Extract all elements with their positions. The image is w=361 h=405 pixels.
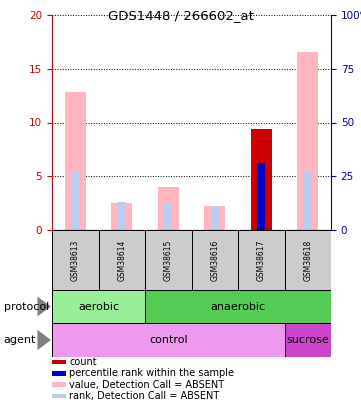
- Bar: [257, 163, 265, 230]
- Text: percentile rank within the sample: percentile rank within the sample: [69, 368, 234, 378]
- Text: GSM38614: GSM38614: [117, 239, 126, 281]
- Bar: [238, 230, 284, 290]
- Text: count: count: [69, 357, 97, 367]
- Bar: [52, 290, 145, 323]
- Bar: [111, 203, 132, 230]
- Bar: [284, 323, 331, 357]
- Text: aerobic: aerobic: [78, 301, 119, 311]
- Bar: [210, 207, 219, 230]
- Bar: [304, 172, 312, 230]
- Text: agent: agent: [4, 335, 36, 345]
- Polygon shape: [38, 296, 51, 316]
- Text: GSM38618: GSM38618: [303, 239, 312, 281]
- Bar: [145, 290, 331, 323]
- Polygon shape: [38, 330, 51, 350]
- Text: control: control: [149, 335, 188, 345]
- Text: protocol: protocol: [4, 301, 49, 311]
- Bar: [52, 230, 99, 290]
- Bar: [118, 202, 126, 230]
- Bar: [158, 187, 179, 230]
- Bar: [71, 171, 79, 230]
- Bar: [204, 207, 225, 230]
- Bar: [164, 204, 173, 230]
- Text: GSM38617: GSM38617: [257, 239, 266, 281]
- Text: GSM38616: GSM38616: [210, 239, 219, 281]
- Bar: [99, 230, 145, 290]
- Text: GSM38615: GSM38615: [164, 239, 173, 281]
- Bar: [145, 230, 191, 290]
- Text: GSM38613: GSM38613: [71, 239, 80, 281]
- Text: value, Detection Call = ABSENT: value, Detection Call = ABSENT: [69, 379, 225, 390]
- Bar: [251, 129, 272, 230]
- Bar: [297, 51, 318, 230]
- Text: GDS1448 / 266602_at: GDS1448 / 266602_at: [108, 9, 253, 22]
- Bar: [284, 230, 331, 290]
- Bar: [191, 230, 238, 290]
- Text: rank, Detection Call = ABSENT: rank, Detection Call = ABSENT: [69, 391, 219, 401]
- Bar: [52, 323, 284, 357]
- Text: sucrose: sucrose: [286, 335, 329, 345]
- Bar: [65, 92, 86, 230]
- Text: anaerobic: anaerobic: [210, 301, 266, 311]
